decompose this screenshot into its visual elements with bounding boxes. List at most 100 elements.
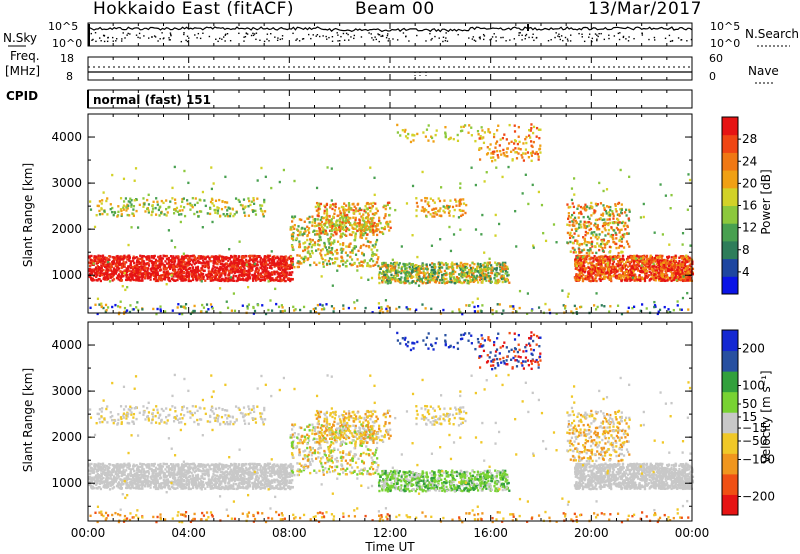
nsearch-point	[326, 38, 328, 40]
power-cell	[98, 209, 101, 213]
power-cell	[651, 260, 654, 264]
power-cell	[502, 264, 505, 267]
power-cell	[268, 258, 271, 262]
power-cell	[600, 273, 603, 276]
power-cell	[600, 269, 604, 273]
power-cell	[429, 263, 432, 267]
power-cell	[602, 266, 606, 270]
power-cell	[190, 204, 193, 207]
power-cell	[151, 204, 154, 207]
power-cell	[174, 265, 177, 268]
power-cell	[490, 264, 493, 267]
power-cell	[178, 272, 181, 276]
power-cell	[213, 208, 216, 212]
power-cell	[227, 277, 230, 280]
power-cell	[445, 271, 448, 275]
power-cell	[386, 203, 389, 207]
power-cell	[373, 213, 376, 216]
power-cell	[133, 199, 136, 202]
power-cell	[334, 205, 337, 209]
power-cell	[175, 275, 178, 278]
power-cell	[158, 277, 161, 280]
power-cell	[116, 254, 119, 258]
power-cell	[367, 227, 370, 231]
power-cell	[591, 276, 594, 279]
nsearch-point	[567, 40, 569, 42]
power-cell	[138, 279, 141, 282]
power-cell	[154, 213, 158, 216]
power-cell	[218, 279, 221, 282]
power-cell	[598, 259, 601, 263]
power-cell	[599, 202, 603, 205]
power-cell	[180, 256, 183, 259]
power-cell	[329, 225, 332, 229]
power-cell	[618, 255, 621, 258]
nsearch-point	[350, 36, 352, 38]
power-cell	[125, 270, 128, 274]
power-cell	[612, 255, 615, 259]
power-cell	[216, 209, 220, 212]
power-cell	[134, 198, 138, 201]
nsearch-point	[471, 38, 474, 40]
power-cell	[243, 269, 246, 273]
power-cell	[347, 220, 351, 224]
nsearch-point	[90, 32, 93, 35]
power-cell	[298, 240, 301, 243]
power-cell	[173, 272, 177, 276]
power-cell	[317, 224, 320, 227]
power-cell	[282, 260, 286, 263]
power-cell	[316, 232, 319, 236]
power-cell	[214, 199, 218, 202]
power-cell	[276, 260, 279, 263]
power-cell	[213, 258, 216, 261]
power-cell	[432, 271, 436, 274]
power-cell	[349, 222, 352, 225]
power-cell	[147, 264, 151, 267]
power-cell	[601, 260, 605, 264]
power-cell	[215, 262, 218, 265]
power-cell	[455, 266, 459, 269]
nsearch-point	[315, 35, 317, 37]
power-cell	[425, 263, 428, 266]
power-cell	[180, 261, 183, 264]
power-cell	[189, 254, 192, 258]
power-cell	[649, 254, 652, 258]
power-cell	[391, 278, 394, 281]
power-cell	[254, 213, 258, 216]
power-cell	[156, 200, 159, 204]
power-cell	[184, 254, 187, 258]
power-cell	[264, 262, 268, 266]
power-cell	[282, 278, 285, 281]
power-cell	[595, 268, 599, 271]
power-cell	[638, 260, 641, 263]
power-cell	[302, 249, 305, 253]
power-cell	[576, 268, 579, 271]
power-cell	[251, 254, 254, 258]
power-cell	[360, 236, 363, 240]
power-cell	[293, 227, 296, 230]
power-cell	[664, 263, 667, 266]
power-cell	[263, 198, 266, 202]
nsearch-point	[555, 32, 557, 34]
power-cell	[214, 255, 217, 258]
power-cell	[169, 264, 172, 267]
power-cell	[597, 261, 600, 264]
power-cell	[374, 263, 377, 267]
power-cell	[145, 267, 148, 270]
power-cell	[466, 274, 469, 278]
power-cell	[638, 256, 641, 259]
power-cell	[323, 209, 326, 213]
power-cell	[575, 273, 578, 276]
power-cell	[660, 274, 663, 277]
power-cell	[627, 255, 630, 259]
power-cell	[240, 271, 243, 274]
power-cell	[236, 261, 239, 264]
power-cell	[177, 258, 180, 261]
power-cell	[248, 272, 251, 276]
power-cell	[650, 261, 653, 264]
power-cell	[385, 269, 388, 272]
power-cell	[375, 240, 378, 244]
power-cell	[167, 258, 170, 262]
power-cell	[232, 214, 235, 218]
power-cell	[250, 258, 253, 261]
